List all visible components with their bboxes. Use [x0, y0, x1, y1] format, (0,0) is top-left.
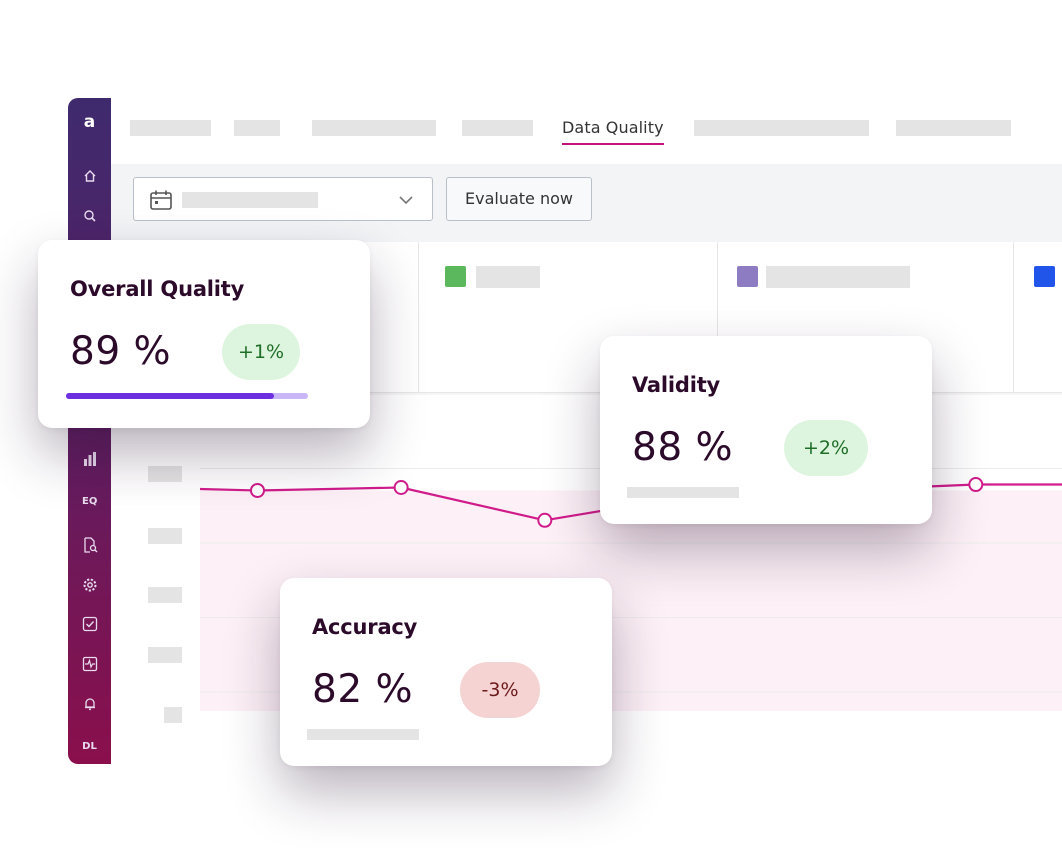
bar-chart-icon[interactable] [68, 451, 111, 472]
divider [418, 242, 419, 392]
tab-data-quality[interactable]: Data Quality [562, 118, 664, 145]
data-point [537, 512, 553, 528]
data-point [968, 477, 984, 493]
legend-label-placeholder [766, 266, 910, 288]
card-title: Overall Quality [70, 277, 245, 301]
placeholder-bar [307, 729, 419, 740]
tab-placeholder[interactable] [234, 120, 280, 136]
delta-badge: +2% [784, 420, 868, 476]
placeholder-bar [627, 487, 739, 498]
y-tick-label-placeholder [148, 587, 182, 603]
card-value: 88 % [632, 425, 734, 470]
tab-placeholder[interactable] [130, 120, 211, 136]
validity-card[interactable]: Validity 88 % +2% [600, 336, 932, 524]
tab-placeholder[interactable] [462, 120, 533, 136]
y-tick-label-placeholder [148, 466, 182, 482]
date-range-select[interactable] [133, 177, 433, 221]
calendar-icon [150, 190, 172, 210]
tab-placeholder[interactable] [312, 120, 436, 136]
svg-text:EQ: EQ [82, 496, 97, 507]
progress-track [66, 393, 308, 399]
accuracy-card[interactable]: Accuracy 82 % -3% [280, 578, 612, 766]
data-point [249, 482, 265, 498]
toolbar: Evaluate now [111, 164, 1062, 242]
chevron-down-icon [399, 196, 413, 205]
top-navigation: Data Quality [111, 98, 1062, 164]
card-title: Accuracy [312, 615, 418, 639]
legend-label-placeholder [476, 266, 540, 288]
legend-swatch-purple [737, 266, 758, 287]
legend-swatch-blue [1034, 266, 1055, 287]
home-icon[interactable] [68, 169, 111, 188]
legend-swatch-green [445, 266, 466, 287]
checkbox-icon[interactable] [68, 616, 111, 637]
delta-badge: -3% [460, 662, 540, 718]
divider [717, 242, 718, 392]
document-search-icon[interactable] [68, 537, 111, 558]
delta-badge: +1% [222, 324, 300, 380]
sidebar: a EQ DL [68, 98, 111, 764]
tab-placeholder[interactable] [896, 120, 1011, 136]
gear-icon[interactable] [68, 577, 111, 598]
tab-placeholder[interactable] [694, 120, 869, 136]
progress-fill [66, 393, 275, 399]
y-tick-label-placeholder [148, 528, 182, 544]
user-avatar[interactable]: DL [82, 741, 97, 752]
overall-quality-card[interactable]: Overall Quality 89 % +1% [38, 240, 370, 428]
activity-icon[interactable] [68, 656, 111, 677]
divider [1013, 242, 1014, 392]
y-tick-label-placeholder [164, 707, 182, 723]
eq-icon[interactable]: EQ [68, 493, 111, 512]
card-title: Validity [632, 373, 721, 397]
evaluate-now-button[interactable]: Evaluate now [446, 177, 592, 221]
card-value: 82 % [312, 667, 414, 712]
search-icon[interactable] [68, 209, 111, 228]
data-point [393, 480, 409, 495]
bell-icon[interactable] [68, 697, 111, 716]
logo[interactable]: a [83, 112, 96, 132]
y-tick-label-placeholder [148, 647, 182, 663]
card-value: 89 % [70, 329, 172, 374]
date-value-placeholder [182, 192, 318, 208]
